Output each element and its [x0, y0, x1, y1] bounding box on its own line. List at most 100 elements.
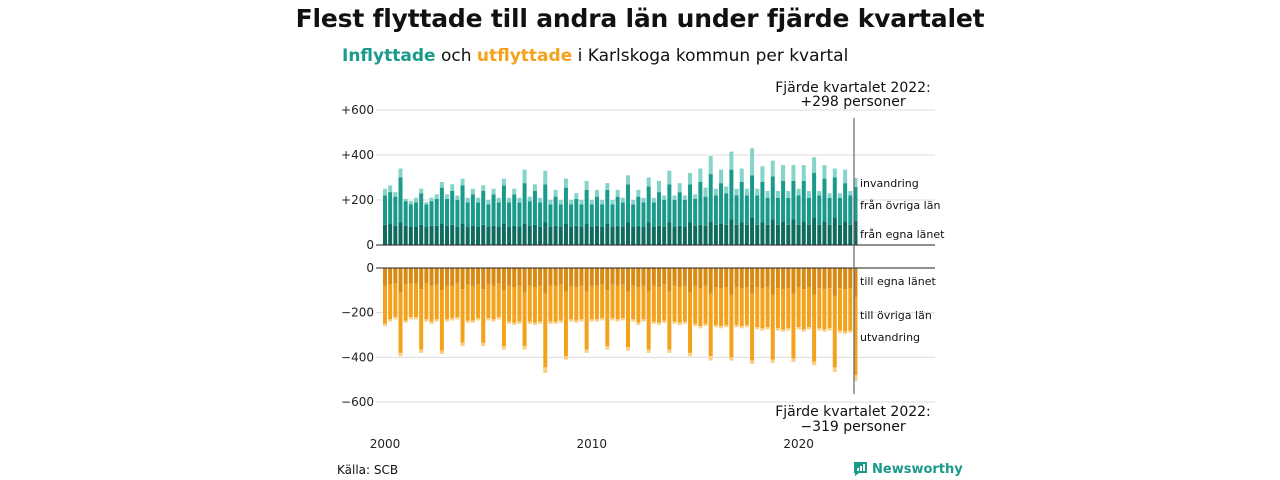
bar-outflow-segment: [817, 328, 822, 331]
bar-outflow-segment: [822, 289, 827, 330]
bar-inflow-segment: [455, 195, 460, 200]
bar-outflow-segment: [786, 288, 791, 329]
bar-inflow-segment: [837, 193, 842, 198]
bar-inflow-segment: [517, 197, 522, 203]
bar-inflow-segment: [543, 170, 548, 185]
bar-inflow-segment: [827, 224, 832, 245]
bar-inflow-segment: [781, 221, 786, 245]
bar-inflow-segment: [812, 173, 817, 218]
y-tick-label-inflow: 0: [366, 238, 374, 252]
bar-outflow-segment: [584, 268, 589, 292]
bar-inflow-segment: [610, 204, 615, 227]
bar-inflow-segment: [584, 189, 589, 224]
bar-inflow-segment: [481, 224, 486, 245]
bar-outflow-segment: [734, 286, 739, 325]
bar-inflow-segment: [806, 224, 811, 245]
bar-outflow-segment: [625, 347, 630, 351]
bar-inflow-segment: [563, 178, 568, 188]
bar-inflow-segment: [414, 197, 419, 203]
bar-inflow-segment: [817, 195, 822, 225]
bar-outflow-segment: [605, 268, 610, 291]
bar-outflow-segment: [563, 291, 568, 357]
bar-outflow-segment: [408, 317, 413, 320]
bar-outflow-segment: [662, 284, 667, 321]
bar-outflow-segment: [677, 268, 682, 287]
bar-inflow-segment: [651, 197, 656, 203]
bar-outflow-segment: [729, 294, 734, 358]
bar-inflow-segment: [548, 227, 553, 245]
bar-outflow-segment: [465, 268, 470, 285]
bar-inflow-segment: [507, 197, 512, 203]
bar-outflow-segment: [688, 352, 693, 357]
bar-inflow-segment: [491, 194, 496, 226]
bar-inflow-segment: [388, 185, 393, 193]
bar-outflow-segment: [553, 285, 558, 322]
bar-inflow-segment: [501, 223, 506, 245]
bar-inflow-segment: [853, 220, 858, 245]
bar-inflow-segment: [579, 200, 584, 205]
bar-outflow-segment: [703, 268, 708, 286]
bar-inflow-segment: [822, 221, 827, 245]
bar-outflow-segment: [801, 268, 806, 290]
bar-outflow-segment: [579, 285, 584, 320]
bar-inflow-segment: [698, 168, 703, 182]
bar-inflow-segment: [791, 165, 796, 181]
bar-outflow-segment: [429, 321, 434, 324]
bar-inflow-segment: [713, 188, 718, 196]
bar-inflow-segment: [383, 195, 387, 225]
bar-outflow-segment: [843, 268, 848, 290]
bar-inflow-segment: [605, 223, 610, 245]
bar-inflow-segment: [486, 200, 491, 205]
bar-inflow-segment: [682, 227, 687, 245]
bar-inflow-segment: [677, 183, 682, 193]
bar-inflow-segment: [765, 224, 770, 245]
bar-outflow-segment: [636, 322, 641, 325]
bar-outflow-segment: [672, 321, 677, 324]
bar-inflow-segment: [812, 157, 817, 173]
bar-outflow-segment: [610, 268, 615, 285]
bar-outflow-segment: [620, 318, 625, 321]
bar-inflow-segment: [476, 227, 481, 245]
bar-inflow-segment: [801, 165, 806, 181]
bar-inflow-segment: [770, 176, 775, 220]
bar-outflow-segment: [429, 268, 434, 286]
bar-outflow-segment: [522, 346, 527, 350]
bar-inflow-segment: [445, 194, 450, 199]
bar-outflow-segment: [755, 327, 760, 330]
bar-inflow-segment: [801, 180, 806, 222]
bar-inflow-segment: [843, 221, 848, 245]
bar-inflow-segment: [848, 195, 853, 225]
bar-inflow-segment: [383, 188, 387, 196]
bar-inflow-segment: [667, 170, 672, 185]
bar-inflow-segment: [657, 180, 662, 193]
bar-inflow-segment: [801, 221, 806, 245]
bar-inflow-segment: [657, 192, 662, 226]
bar-inflow-segment: [594, 196, 599, 226]
bar-inflow-segment: [543, 184, 548, 223]
bar-outflow-segment: [651, 268, 656, 286]
bar-inflow-segment: [512, 188, 517, 195]
bar-inflow-segment: [822, 178, 827, 222]
bar-inflow-segment: [625, 222, 630, 245]
bar-inflow-segment: [434, 225, 439, 245]
bar-outflow-segment: [600, 268, 605, 285]
bar-outflow-segment: [460, 289, 465, 343]
bar-inflow-segment: [739, 182, 744, 223]
bar-outflow-segment: [403, 284, 408, 321]
bar-outflow-segment: [512, 286, 517, 323]
bar-inflow-segment: [832, 168, 837, 178]
bar-inflow-segment: [496, 202, 501, 227]
bar-outflow-segment: [713, 324, 718, 328]
bar-inflow-segment: [837, 197, 842, 225]
bar-outflow-segment: [662, 268, 667, 285]
bar-inflow-segment: [403, 225, 408, 245]
bar-inflow-segment: [708, 156, 713, 175]
bar-outflow-segment: [641, 285, 646, 320]
bar-inflow-segment: [563, 187, 568, 224]
bar-outflow-segment: [512, 268, 517, 287]
bar-inflow-segment: [662, 200, 667, 227]
bar-outflow-segment: [491, 268, 496, 286]
bar-outflow-segment: [786, 268, 791, 289]
bar-outflow-segment: [770, 359, 775, 363]
bar-inflow-segment: [770, 219, 775, 245]
